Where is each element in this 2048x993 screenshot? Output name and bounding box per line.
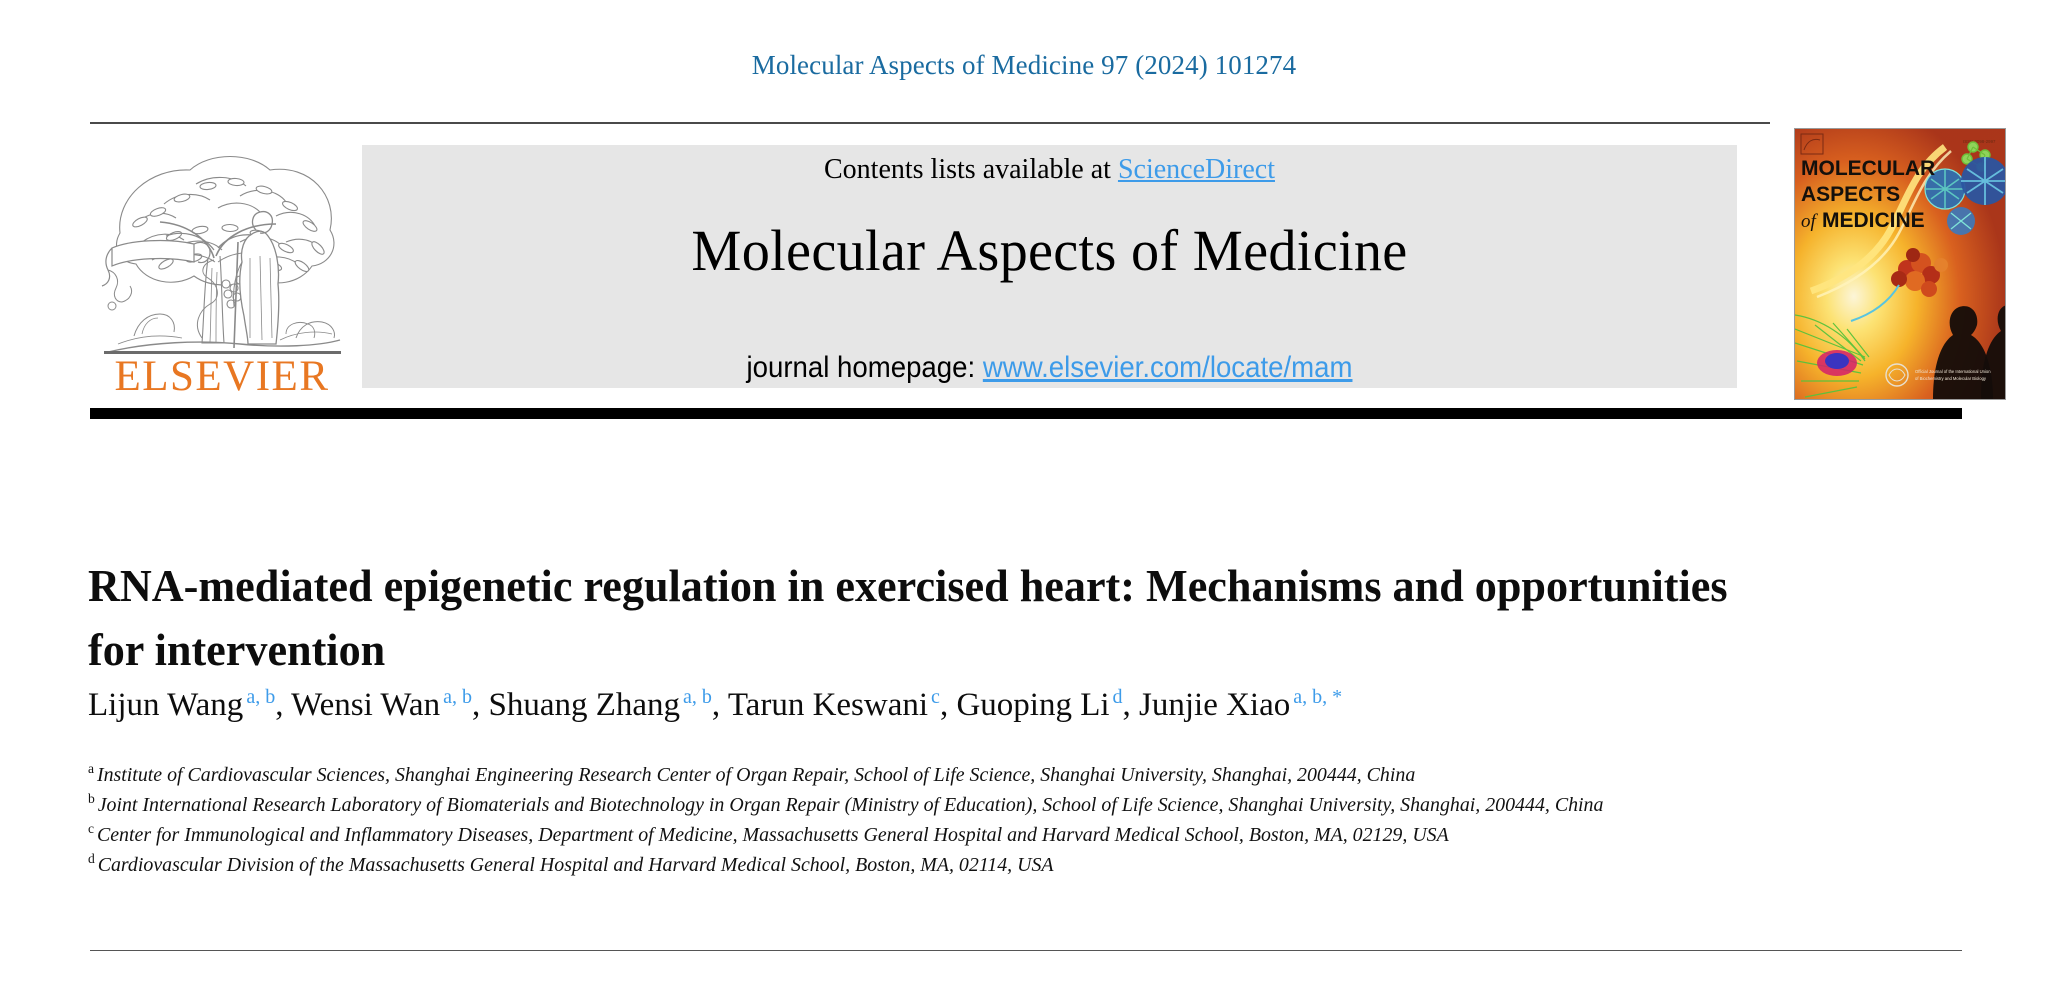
affiliation-item: a Institute of Cardiovascular Sciences, S…	[88, 760, 1747, 790]
contents-lists-prefix: Contents lists available at	[824, 154, 1118, 185]
author-name: Guoping Li	[956, 687, 1110, 723]
cover-title-line2: ASPECTS	[1801, 183, 1900, 206]
author-separator: ,	[471, 687, 489, 723]
journal-cover-artwork-icon: ISSN 0098-2997	[1795, 129, 2005, 399]
elsevier-tree-logo-icon: ELSEVIER	[90, 138, 355, 396]
affiliation-text: Institute of Cardiovascular Sciences, Sh…	[96, 764, 1416, 786]
journal-masthead-panel	[362, 145, 1737, 388]
masthead-top-rule	[90, 122, 1770, 124]
journal-homepage-prefix: journal homepage:	[746, 351, 983, 384]
affiliation-marker: a	[88, 762, 95, 778]
journal-cover-thumbnail[interactable]: ISSN 0098-2997	[1794, 128, 2006, 400]
cover-title-line3: MEDICINE	[1822, 209, 1925, 232]
author-separator: ,	[1122, 687, 1140, 723]
running-head: Molecular Aspects of Medicine 97 (2024) …	[751, 50, 1297, 80]
journal-title: Molecular Aspects of Medicine	[691, 218, 1408, 283]
author-affiliation-marks[interactable]: a, b	[443, 686, 472, 708]
author-entry[interactable]: Lijun Wang a, b	[88, 687, 275, 723]
cover-title-line1: MOLECULAR	[1801, 157, 1935, 180]
elsevier-logo: ELSEVIER	[90, 138, 355, 396]
author-affiliation-marks[interactable]: a, b	[683, 686, 712, 708]
author-separator: ,	[275, 687, 292, 723]
sciencedirect-link[interactable]: ScienceDirect	[1117, 154, 1275, 185]
affiliation-item: b Joint International Research Laboratory…	[88, 790, 1747, 820]
footer-rule	[90, 950, 1962, 951]
author-entry[interactable]: Junjie Xiao a, b, *	[1139, 687, 1342, 723]
author-name: Lijun Wang	[88, 687, 244, 723]
author-separator: ,	[939, 687, 957, 723]
elsevier-wordmark: ELSEVIER	[114, 353, 329, 396]
author-affiliation-marks[interactable]: a, b	[246, 686, 276, 708]
author-name: Wensi Wan	[291, 687, 441, 723]
affiliation-list: a Institute of Cardiovascular Sciences, S…	[88, 760, 1747, 880]
author-affiliation-marks[interactable]: c	[931, 686, 940, 708]
cover-title-of: of	[1801, 211, 1819, 232]
article-title: RNA-mediated epigenetic regulation in ex…	[88, 559, 1728, 675]
author-separator: ,	[711, 687, 728, 723]
affiliation-marker: b	[88, 792, 95, 808]
affiliation-marker: d	[88, 852, 95, 868]
author-name: Shuang Zhang	[488, 687, 681, 723]
affiliation-text: Center for Immunological and Inflammator…	[96, 824, 1449, 846]
author-entry[interactable]: Wensi Wan a, b	[291, 687, 472, 723]
author-name: Junjie Xiao	[1139, 687, 1291, 723]
cover-footer-line2: of Biochemistry and Molecular Biology	[1915, 376, 1987, 381]
journal-homepage-link[interactable]: www.elsevier.com/locate/mam	[982, 351, 1353, 384]
author-affiliation-marks[interactable]: a, b, *	[1293, 686, 1343, 708]
cover-footer-line1: Official Journal of the International Un…	[1915, 369, 1991, 374]
affiliation-item: d Cardiovascular Division of the Massachu…	[88, 850, 1747, 880]
cover-issn: ISSN 0098-2997	[1963, 139, 1996, 144]
affiliation-text: Cardiovascular Division of the Massachus…	[97, 854, 1054, 876]
author-name: Tarun Keswani	[727, 687, 929, 723]
journal-homepage-line: journal homepage: www.elsevier.com/locat…	[417, 348, 1682, 388]
author-affiliation-marks[interactable]: d	[1112, 686, 1123, 708]
author-entry[interactable]: Shuang Zhang a, b	[488, 687, 711, 723]
author-entry[interactable]: Guoping Li d	[956, 687, 1122, 723]
author-list: Lijun Wang a, b, Wensi Wan a, b, Shuang Zh…	[88, 683, 1888, 727]
affiliation-item: c Center for Immunological and Inflammato…	[88, 820, 1747, 850]
affiliation-marker: c	[88, 822, 95, 838]
author-entry[interactable]: Tarun Keswani c	[728, 687, 940, 723]
contents-lists-line: Contents lists available at ScienceDirec…	[362, 148, 1737, 192]
affiliation-text: Joint International Research Laboratory …	[97, 794, 1604, 816]
masthead-bottom-rule	[90, 408, 1962, 419]
